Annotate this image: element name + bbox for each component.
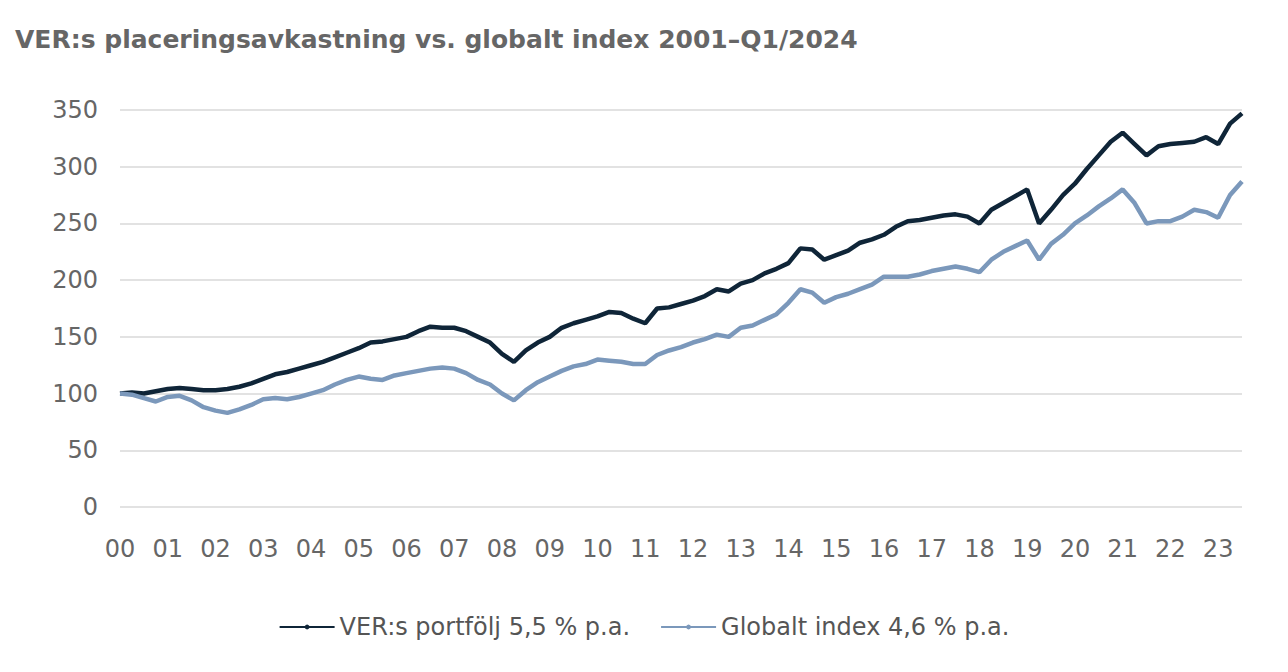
svg-text:12: 12 <box>678 535 709 563</box>
svg-text:01: 01 <box>152 535 183 563</box>
svg-text:VER:s placeringsavkastning vs.: VER:s placeringsavkastning vs. globalt i… <box>15 25 858 54</box>
svg-text:18: 18 <box>964 535 995 563</box>
svg-text:06: 06 <box>391 535 422 563</box>
svg-text:17: 17 <box>916 535 947 563</box>
svg-text:20: 20 <box>1060 535 1091 563</box>
svg-text:04: 04 <box>296 535 327 563</box>
svg-text:00: 00 <box>105 535 136 563</box>
svg-text:05: 05 <box>343 535 374 563</box>
svg-text:19: 19 <box>1012 535 1043 563</box>
svg-text:22: 22 <box>1155 535 1186 563</box>
svg-text:0: 0 <box>83 493 98 521</box>
svg-text:200: 200 <box>52 266 98 294</box>
svg-text:250: 250 <box>52 209 98 237</box>
svg-text:23: 23 <box>1203 535 1234 563</box>
svg-text:07: 07 <box>439 535 470 563</box>
svg-text:50: 50 <box>67 436 98 464</box>
svg-text:11: 11 <box>630 535 661 563</box>
svg-text:03: 03 <box>248 535 279 563</box>
svg-text:09: 09 <box>534 535 565 563</box>
svg-text:13: 13 <box>725 535 756 563</box>
svg-text:15: 15 <box>821 535 852 563</box>
svg-text:16: 16 <box>869 535 900 563</box>
svg-text:14: 14 <box>773 535 804 563</box>
svg-text:Globalt index 4,6 % p.a.: Globalt index 4,6 % p.a. <box>721 613 1009 641</box>
svg-text:VER:s portfölj 5,5 % p.a.: VER:s portfölj 5,5 % p.a. <box>340 613 630 641</box>
svg-text:150: 150 <box>52 323 98 351</box>
svg-text:300: 300 <box>52 153 98 181</box>
svg-text:350: 350 <box>52 96 98 124</box>
svg-text:100: 100 <box>52 380 98 408</box>
svg-text:10: 10 <box>582 535 613 563</box>
svg-text:21: 21 <box>1107 535 1138 563</box>
svg-text:02: 02 <box>200 535 231 563</box>
svg-text:08: 08 <box>487 535 518 563</box>
